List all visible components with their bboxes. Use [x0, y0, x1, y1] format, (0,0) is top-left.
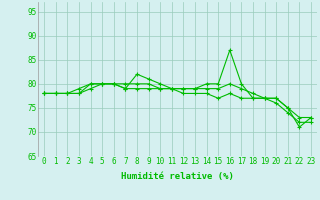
X-axis label: Humidité relative (%): Humidité relative (%): [121, 172, 234, 181]
